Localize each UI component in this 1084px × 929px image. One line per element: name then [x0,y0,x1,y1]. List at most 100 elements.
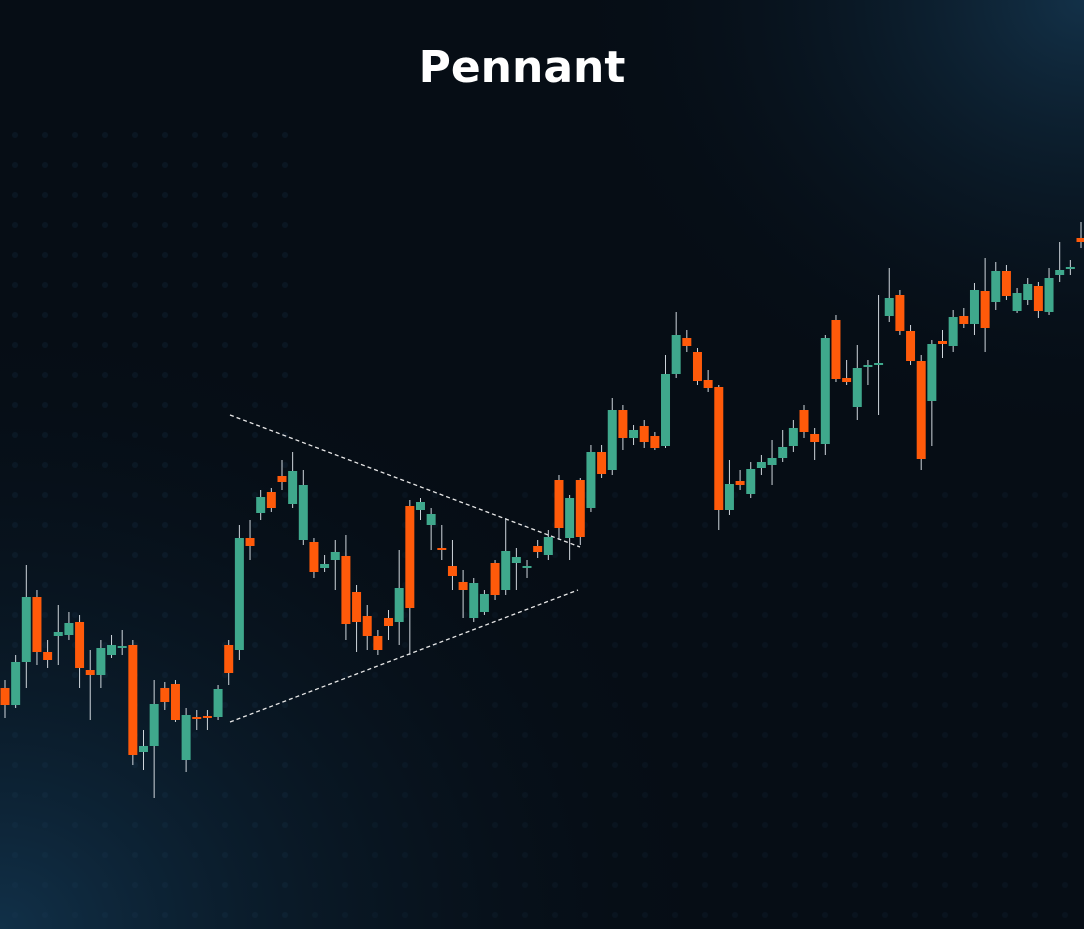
candle-body [969,290,979,324]
candle-body [256,497,266,513]
candle-body [788,428,798,446]
candle-body [181,715,191,760]
candle-body [767,458,777,465]
candle-body [714,387,724,510]
candle-body [373,636,383,650]
candles [0,222,1084,798]
candle-body [1012,293,1022,311]
candle-body [661,374,671,446]
candle-body [85,670,95,675]
candle-body [437,548,447,550]
candle-body [469,583,479,618]
candle-body [1055,270,1065,275]
candle-body [479,594,489,612]
candle-body [138,746,148,752]
candle-body [447,566,457,576]
candle-body [298,485,308,540]
dot-pattern [300,480,1084,929]
candle-body [959,316,969,324]
candle-body [117,646,127,648]
candle-body [746,469,756,494]
candle-body [107,645,117,655]
candle-body [607,410,617,470]
candle-body [927,344,937,401]
candle-body [778,447,788,458]
candle-body [202,716,212,718]
candle-body [938,341,948,344]
candle-body [0,688,10,705]
candle-body [32,597,42,652]
candle-body [863,365,873,367]
candle-body [341,556,351,624]
candle-body [575,480,585,537]
candle-body [128,645,138,755]
candle-body [618,410,628,438]
candle-body [916,361,926,459]
candle-body [756,462,766,468]
candle-body [43,652,53,660]
candle-body [650,436,660,448]
candle-body [522,566,532,568]
candle-body [277,476,287,482]
candle-body [405,506,415,608]
candle-body [1023,284,1033,300]
candle-body [1076,238,1084,242]
candle-body [330,552,340,560]
candle-body [415,502,425,510]
candle-body [309,542,319,572]
candle-body [96,648,106,675]
candle-body [724,484,734,510]
candle-body [671,335,681,374]
candle-body [21,597,31,662]
candle-body [692,352,702,381]
candle-body [192,717,202,719]
candle-body [1044,278,1054,312]
candle-body [234,538,244,650]
candle-body [501,551,511,590]
candle-body [639,426,649,442]
candle-body [288,471,298,504]
candle-body [874,363,884,365]
pennant-line [229,414,581,548]
candle-body [11,662,21,705]
candle-body [213,689,223,717]
candle-body [852,368,862,407]
candle-body [810,434,820,442]
candle-body [1065,267,1075,269]
candle-body [597,452,607,474]
candle-body [842,378,852,382]
candle-body [991,271,1001,302]
candle-body [320,564,330,568]
candle-body [362,616,372,636]
candle-body [906,331,916,361]
candle-body [543,537,553,555]
candle-body [426,514,436,525]
candle-body [948,317,958,346]
dot-pattern [0,120,300,929]
candle-body [980,291,990,328]
candle-body [160,688,170,702]
candle-body [511,557,521,563]
candle-body [170,684,180,720]
candle-body [533,546,543,552]
candle-body [245,538,255,546]
candle-body [820,338,830,444]
candle-body [586,452,596,508]
candle-body [490,563,500,595]
candle-body [224,645,234,673]
candle-body [149,704,159,746]
candle-body [266,492,276,508]
chart-title: Pennant [419,42,626,93]
candle-body [735,481,745,485]
candle-body [394,588,404,622]
candle-body [1033,286,1043,311]
candle-body [458,582,468,590]
candle-body [75,622,85,668]
candle-body [703,380,713,388]
candle-body [352,592,362,622]
candle-body [1001,271,1011,296]
candle-body [799,410,809,432]
candle-body [629,430,639,438]
candle-body [831,320,841,379]
